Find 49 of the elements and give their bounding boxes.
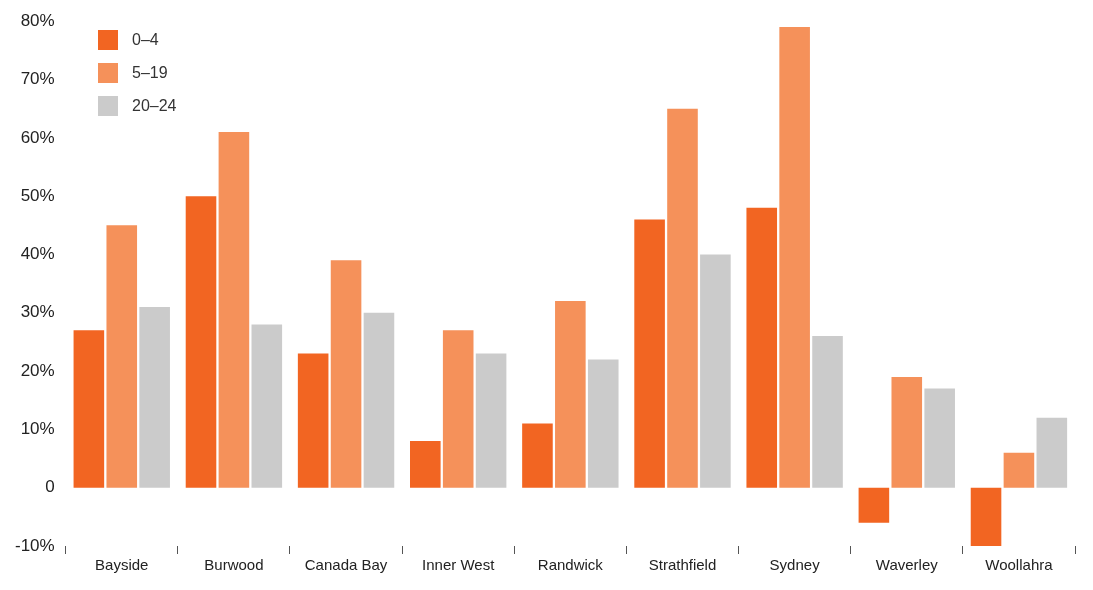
x-tick-label: Bayside: [95, 556, 149, 574]
bar: [667, 108, 698, 488]
bar: [634, 219, 665, 488]
bar: [779, 27, 810, 488]
bar: [106, 225, 138, 488]
bar: [555, 301, 586, 488]
bar: [297, 353, 329, 488]
y-tick-label: -10%: [15, 535, 55, 555]
bar: [700, 254, 731, 488]
x-tick-label: Waverley: [875, 556, 939, 574]
bar: [218, 131, 250, 488]
y-tick-label: 40%: [20, 244, 55, 264]
y-tick-label: 0: [45, 477, 55, 497]
y-tick-label: 70%: [20, 69, 55, 89]
bar: [891, 376, 923, 488]
y-tick-label: 30%: [20, 302, 55, 322]
bar: [330, 260, 362, 488]
bar: [73, 330, 105, 488]
bar: [442, 330, 474, 488]
bar: [522, 423, 553, 488]
bar: [1003, 452, 1035, 488]
bar: [185, 196, 217, 488]
bar: [812, 336, 843, 488]
bar: [924, 388, 955, 488]
bar: [251, 324, 283, 488]
bar: [139, 306, 170, 488]
bar: [475, 353, 507, 488]
bar: [410, 441, 441, 488]
x-tick-label: Sydney: [769, 556, 821, 574]
x-tick-label: Randwick: [537, 556, 604, 574]
y-tick-label: 20%: [20, 360, 55, 380]
bar: [858, 487, 890, 523]
x-tick-label: Strathfield: [648, 556, 717, 574]
bar: [1036, 417, 1068, 488]
y-tick-label: 60%: [20, 127, 55, 147]
x-tick-label: Canada Bay: [304, 556, 388, 574]
bar: [970, 487, 1002, 546]
y-tick-label: 10%: [20, 419, 55, 439]
bar: [746, 207, 778, 488]
bar: [363, 312, 395, 488]
legend-label: 5–19: [132, 64, 168, 82]
bar: [587, 359, 619, 488]
x-tick-label: Inner West: [422, 556, 496, 574]
y-tick-label: 80%: [20, 10, 55, 30]
legend-label: 0–4: [132, 31, 159, 49]
x-tick-label: Woollahra: [985, 556, 1054, 574]
legend-label: 20–24: [132, 97, 177, 115]
y-tick-label: 50%: [20, 185, 55, 205]
x-tick-label: Burwood: [204, 556, 264, 574]
